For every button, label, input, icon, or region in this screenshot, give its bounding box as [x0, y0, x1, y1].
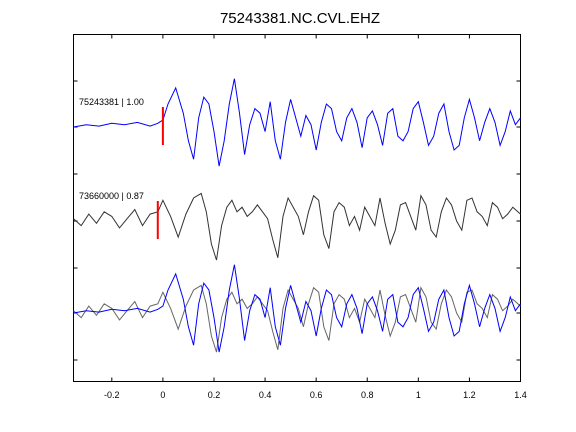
waveform-line	[73, 284, 521, 353]
x-tick-label: 0.8	[361, 390, 374, 400]
waveform-line	[73, 264, 521, 353]
x-tick-label: 0.6	[310, 390, 323, 400]
x-axis: -0.2 0 0.2 0.4 0.6 0.8 1 1.2 1.4	[104, 34, 527, 400]
x-tick-label: 1.2	[463, 390, 476, 400]
waveform-traces	[73, 78, 521, 353]
x-tick-label: 0	[160, 390, 165, 400]
x-tick-label: 0.4	[259, 390, 272, 400]
x-tick-label: 1	[416, 390, 421, 400]
x-tick-label: -0.2	[104, 390, 120, 400]
x-tick-label: 1.4	[514, 390, 527, 400]
x-tick-label: 0.2	[208, 390, 221, 400]
waveform-line	[73, 78, 521, 167]
waveform-line	[73, 192, 521, 261]
chart-title: 75243381.NC.CVL.EHZ	[220, 10, 380, 27]
trace-labels: 75243381 | 1.00 73660000 | 0.87	[79, 97, 144, 201]
trace-label: 75243381 | 1.00	[79, 97, 144, 107]
trace-label: 73660000 | 0.87	[79, 191, 144, 201]
plot-frame	[73, 34, 521, 382]
